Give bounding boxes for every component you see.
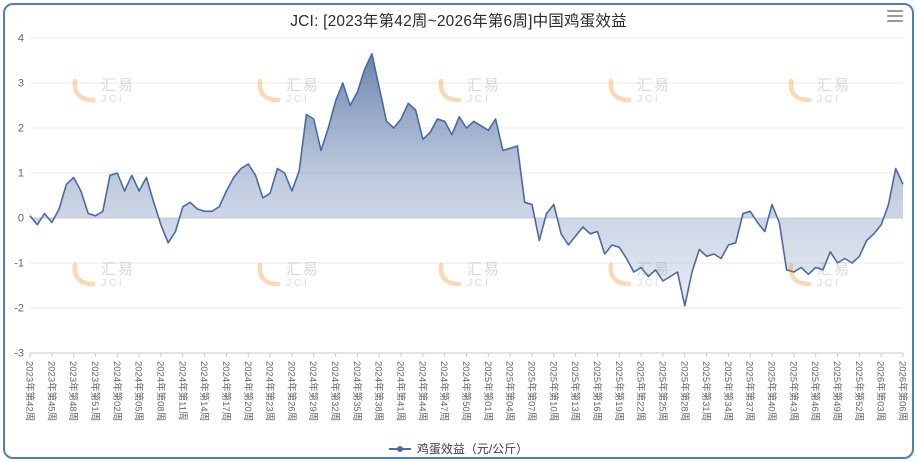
svg-text:2025年第49周: 2025年第49周 — [831, 361, 843, 421]
svg-text:2025年第16周: 2025年第16周 — [591, 361, 603, 421]
svg-text:4: 4 — [18, 33, 24, 45]
svg-text:2023年第51周: 2023年第51周 — [89, 361, 101, 421]
svg-text:2024年第35周: 2024年第35周 — [351, 361, 363, 421]
svg-text:2025年第40周: 2025年第40周 — [766, 361, 778, 421]
svg-text:-2: -2 — [14, 303, 24, 315]
svg-text:2024年第11周: 2024年第11周 — [176, 361, 188, 421]
svg-text:2025年第01周: 2025年第01周 — [482, 361, 494, 421]
svg-text:2025年第43周: 2025年第43周 — [787, 361, 799, 421]
svg-text:2025年第22周: 2025年第22周 — [635, 361, 647, 421]
svg-text:2025年第19周: 2025年第19周 — [613, 361, 625, 421]
svg-text:2024年第32周: 2024年第32周 — [329, 361, 341, 421]
svg-text:2026年第03周: 2026年第03周 — [875, 361, 887, 421]
svg-text:2024年第02周: 2024年第02周 — [111, 361, 123, 421]
chart-title: JCI: [2023年第42周~2026年第6周]中国鸡蛋效益 — [290, 13, 627, 30]
svg-text:2025年第46周: 2025年第46周 — [809, 361, 821, 421]
svg-text:2024年第20周: 2024年第20周 — [242, 361, 254, 421]
svg-text:2024年第08周: 2024年第08周 — [154, 361, 166, 421]
svg-text:2025年第10周: 2025年第10周 — [547, 361, 559, 421]
series-line — [29, 53, 904, 307]
svg-text:2024年第29周: 2024年第29周 — [307, 361, 319, 421]
svg-text:-1: -1 — [14, 258, 24, 270]
svg-text:2024年第38周: 2024年第38周 — [373, 361, 385, 421]
svg-text:2025年第37周: 2025年第37周 — [744, 361, 756, 421]
x-axis-labels: 2023年第42周 2023年第45周 2023年第48周 2023年第51周 2024… — [24, 353, 909, 421]
svg-text:2024年第50周: 2024年第50周 — [460, 361, 472, 421]
svg-text:2025年第25周: 2025年第25周 — [656, 361, 668, 421]
svg-text:2025年第04周: 2025年第04周 — [504, 361, 516, 421]
svg-text:2024年第41周: 2024年第41周 — [395, 361, 407, 421]
svg-text:2025年第13周: 2025年第13周 — [569, 361, 581, 421]
series-area — [30, 53, 903, 306]
svg-text:2025年第52周: 2025年第52周 — [853, 361, 865, 421]
svg-text:2024年第44周: 2024年第44周 — [416, 361, 428, 421]
svg-text:2024年第23周: 2024年第23周 — [264, 361, 276, 421]
svg-text:2026年第06周: 2026年第06周 — [897, 361, 909, 421]
svg-text:2023年第42周: 2023年第42周 — [24, 361, 36, 421]
legend-line-marker[interactable] — [388, 444, 411, 454]
svg-text:2024年第05周: 2024年第05周 — [133, 361, 145, 421]
svg-text:2025年第31周: 2025年第31周 — [700, 361, 712, 421]
svg-text:3: 3 — [18, 78, 24, 90]
svg-text:-3: -3 — [14, 348, 24, 360]
hamburger-menu-icon[interactable] — [887, 10, 903, 25]
legend: 鸡蛋效益（元/公斤） — [0, 440, 917, 457]
svg-text:1: 1 — [18, 168, 24, 180]
svg-text:2024年第14周: 2024年第14周 — [198, 361, 210, 421]
svg-text:2025年第34周: 2025年第34周 — [722, 361, 734, 421]
svg-text:2025年第07周: 2025年第07周 — [525, 361, 537, 421]
svg-text:2024年第47周: 2024年第47周 — [438, 361, 450, 421]
svg-text:2: 2 — [18, 123, 24, 135]
svg-text:2025年第28周: 2025年第28周 — [678, 361, 690, 421]
y-axis-labels: 4 3 2 1 0 -1 -2 -3 — [14, 33, 24, 360]
svg-text:2023年第48周: 2023年第48周 — [67, 361, 79, 421]
legend-series-label[interactable]: 鸡蛋效益（元/公斤） — [416, 442, 529, 456]
svg-text:2023年第45周: 2023年第45周 — [45, 361, 57, 421]
svg-text:2024年第26周: 2024年第26周 — [285, 361, 297, 421]
svg-text:0: 0 — [18, 213, 24, 225]
svg-text:2024年第17周: 2024年第17周 — [220, 361, 232, 421]
